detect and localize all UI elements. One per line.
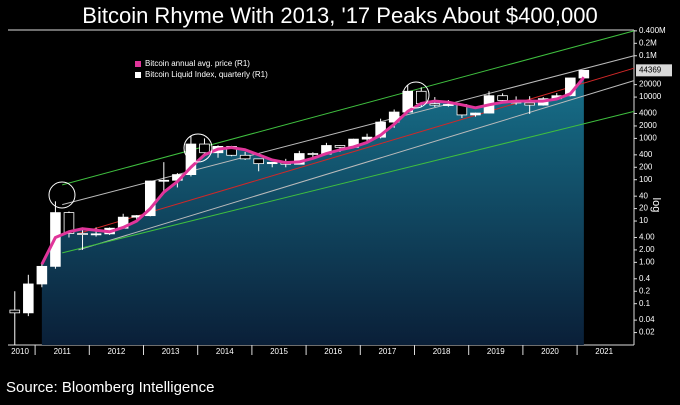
candle-body — [185, 143, 197, 175]
candle-body — [524, 102, 535, 106]
y-tick-label: 40 — [639, 191, 648, 200]
y-tick-label: 0.02 — [639, 328, 655, 337]
trend-line — [78, 67, 635, 234]
y-tick-label: 0.2 — [639, 286, 651, 295]
trend-line — [62, 30, 635, 186]
x-tick-label: 2015 — [270, 347, 288, 356]
candle-body — [443, 104, 454, 106]
y-tick-label: 1000 — [639, 134, 657, 143]
y-tick-label: 0.1M — [639, 51, 657, 60]
legend-swatch — [135, 61, 141, 67]
peak-circle — [183, 133, 213, 163]
candle-body — [90, 233, 102, 236]
y-tick-label: 1.00 — [639, 257, 655, 266]
candle-body — [294, 153, 305, 165]
y-tick-label: 4000 — [639, 109, 657, 118]
x-tick-label: 2020 — [541, 347, 559, 356]
peak-circle — [48, 181, 76, 209]
y-tick-label: 200 — [639, 162, 653, 171]
avg-line — [40, 76, 586, 265]
y-tick-label: 0.1 — [639, 299, 651, 308]
candle-body — [266, 161, 278, 165]
x-tick-label: 2012 — [107, 347, 125, 356]
candle-body — [388, 111, 400, 123]
price-tag-box — [636, 64, 672, 77]
y-tick-label: 100 — [639, 175, 653, 184]
candle-body — [470, 112, 481, 116]
y-tick-label: 10 — [639, 216, 648, 225]
y-tick-label: 4.00 — [639, 233, 655, 242]
legend-swatch — [135, 72, 141, 78]
y-tick-label: 2000 — [639, 121, 657, 130]
x-tick-label: 2014 — [216, 347, 234, 356]
candle-body — [144, 180, 156, 217]
area-fill — [41, 77, 584, 345]
y-tick-label: 20000 — [639, 80, 662, 89]
candle-body — [497, 95, 508, 101]
candle-body — [239, 154, 251, 160]
candle-body — [253, 158, 264, 165]
legend-label: Bitcoin annual avg. price (R1) — [145, 59, 250, 68]
x-tick-label: 2011 — [54, 347, 72, 356]
x-tick-label: 2018 — [433, 347, 451, 356]
candle-body — [158, 179, 170, 182]
y-tick-label: 2.00 — [639, 245, 655, 254]
x-tick-label: 2013 — [162, 347, 180, 356]
x-tick-label: 2021 — [595, 347, 613, 356]
candle-body — [36, 265, 48, 285]
candle-body — [334, 145, 346, 148]
x-tick-label: 2010 — [11, 347, 29, 356]
candle-body — [63, 212, 75, 234]
legend-box — [132, 57, 297, 83]
legend-label: Bitcoin Liquid Index, quarterly (R1) — [145, 70, 268, 79]
candle-body — [429, 103, 441, 106]
trend-line — [78, 80, 635, 251]
source-note: Source: Bloomberg Intelligence — [6, 379, 214, 396]
candle-body — [307, 153, 319, 155]
y-tick-label: 10000 — [639, 92, 662, 101]
x-tick-label: 2017 — [378, 347, 396, 356]
y-axis-label: log — [650, 198, 662, 213]
x-tick-label: 2016 — [324, 347, 342, 356]
x-tick-label: 2019 — [487, 347, 505, 356]
candle-body — [9, 309, 21, 314]
trend-line — [62, 55, 635, 206]
candle-body — [23, 283, 34, 314]
price-tag: 44369 — [639, 65, 662, 74]
trend-line — [62, 110, 635, 254]
y-tick-label: 0.400M — [639, 26, 666, 35]
y-tick-label: 400 — [639, 150, 653, 159]
y-tick-label: 0.4 — [639, 274, 651, 283]
candle-body — [578, 69, 590, 79]
y-tick-label: 0.04 — [639, 315, 655, 324]
candle-body — [361, 136, 373, 140]
chart-title: Bitcoin Rhyme With 2013, '17 Peaks About… — [82, 3, 597, 28]
plot-area: 0.02 0.04 0.1 0.2 0.4 1.00 2.00 4.00 10 20 40 100 20… — [8, 26, 672, 356]
candle-body — [77, 233, 88, 235]
y-tick-label: 20 — [639, 204, 648, 213]
y-tick-label: 0.2M — [639, 38, 657, 47]
candle-body — [199, 143, 210, 154]
peak-circle — [402, 81, 430, 109]
